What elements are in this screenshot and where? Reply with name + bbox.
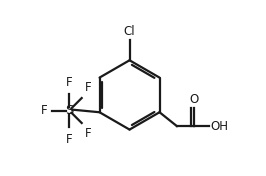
Text: Cl: Cl [124,25,135,38]
Text: OH: OH [211,120,229,133]
Text: F: F [41,104,47,117]
Text: F: F [85,81,92,94]
Text: F: F [66,76,73,89]
Text: S: S [65,104,73,117]
Text: O: O [190,93,199,106]
Text: F: F [85,127,92,140]
Text: F: F [66,133,73,146]
